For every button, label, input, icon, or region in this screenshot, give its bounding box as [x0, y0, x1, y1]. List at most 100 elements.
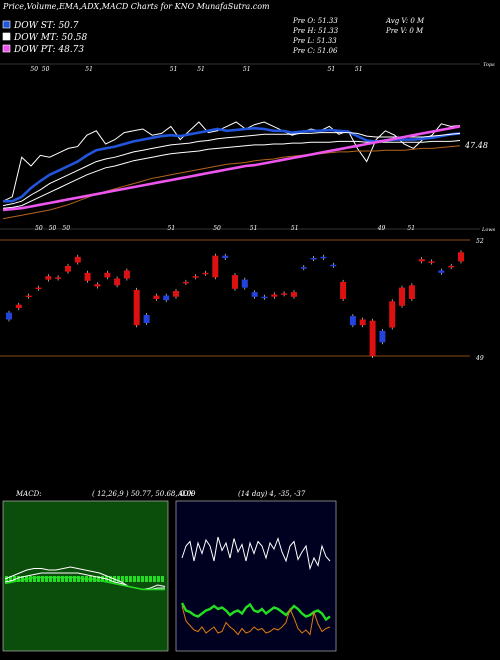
- candle-body: [133, 289, 140, 326]
- macd-histogram-bar: [101, 576, 104, 582]
- candle-body: [212, 255, 219, 278]
- macd-histogram-bar: [9, 576, 12, 582]
- dow-pt-label: DOW PT: 48.73: [13, 45, 84, 55]
- candle-body: [438, 270, 445, 273]
- candle-body: [6, 312, 12, 320]
- candle-body: [232, 275, 238, 289]
- macd-histogram-bar: [61, 576, 64, 582]
- candle-body: [320, 256, 327, 259]
- candle-body: [241, 279, 248, 288]
- candle-body: [330, 264, 337, 267]
- top-marker: 51: [197, 66, 205, 73]
- pre-high: Pre H: 51.33: [292, 27, 339, 35]
- macd-histogram-bar: [121, 576, 124, 582]
- candle-body: [192, 276, 199, 278]
- candle-body: [369, 320, 376, 356]
- macd-histogram-bar: [13, 576, 16, 582]
- macd-params: ( 12,26,9 ) 50.77, 50.68, 0.09: [92, 490, 196, 498]
- dow-st-label: DOW ST: 50.7: [13, 21, 79, 31]
- candle-body: [291, 292, 297, 297]
- candle-body: [123, 270, 130, 279]
- adx-panel-bg: [175, 500, 337, 652]
- tops-label: Tops: [483, 62, 495, 68]
- candle-body: [399, 287, 405, 306]
- adx-params: (14 day) 4, -35, -37: [238, 490, 306, 498]
- candle-body: [222, 255, 229, 258]
- candle-body: [55, 277, 62, 279]
- ema-series-line: [2, 140, 461, 209]
- macd-histogram-bar: [69, 576, 72, 582]
- top-marker: 50: [30, 66, 38, 73]
- candle-body: [340, 281, 347, 299]
- candle-body: [281, 293, 288, 295]
- dow-st-swatch: [2, 20, 11, 29]
- candle-body: [74, 256, 81, 263]
- low-marker: 51: [250, 225, 258, 232]
- axis-label-49: 49: [475, 355, 484, 362]
- ema-panel: Tops Lows 50 50 51 51 51 51 51 51 50 50 50 51 50 51 51 49…: [0, 62, 496, 233]
- candle-body: [84, 272, 91, 281]
- top-marker: 50: [42, 66, 50, 73]
- macd-histogram-bar: [41, 576, 44, 582]
- macd-histogram-bar: [5, 576, 8, 582]
- candle-body: [143, 315, 150, 323]
- low-marker: 50: [35, 225, 43, 232]
- macd-histogram-bar: [37, 576, 40, 582]
- candle-body: [104, 272, 111, 278]
- ema-right-value: 47.48: [464, 141, 488, 150]
- low-marker: 49: [377, 225, 386, 232]
- candle-body: [114, 278, 121, 286]
- candle-body: [349, 316, 356, 326]
- chart-title: Price,Volume,EMA,ADX,MACD Charts for KNO…: [2, 2, 270, 11]
- candle-body: [163, 295, 170, 301]
- macd-histogram-bar: [21, 576, 24, 582]
- axis-label-52: 52: [476, 238, 484, 245]
- macd-histogram-bar: [65, 576, 68, 582]
- candle-body: [173, 291, 179, 297]
- candle-panel: 52 49: [0, 238, 484, 362]
- macd-histogram-bar: [157, 576, 160, 582]
- macd-histogram-bar: [57, 576, 60, 582]
- macd-histogram-bar: [141, 576, 144, 582]
- low-marker: 50: [213, 225, 221, 232]
- top-marker: 51: [328, 66, 336, 73]
- macd-histogram-bar: [97, 576, 100, 582]
- adx-series-line: [180, 602, 331, 622]
- low-marker: 50: [49, 225, 57, 232]
- macd-histogram-bar: [125, 576, 128, 582]
- macd-histogram-bar: [161, 576, 164, 582]
- top-marker: 51: [85, 66, 93, 73]
- ema-series-line: [2, 121, 461, 202]
- ema-series-line: [2, 145, 461, 220]
- macd-histogram-bar: [77, 576, 80, 582]
- candle-body: [94, 284, 101, 287]
- macd-histogram-bar: [45, 576, 48, 582]
- pre-volume: Pre V: 0 M: [385, 27, 424, 35]
- pre-close: Pre C: 51.06: [292, 47, 338, 55]
- top-marker: 51: [243, 66, 251, 73]
- dow-pt-swatch: [2, 44, 11, 53]
- adx-panel: [180, 536, 331, 636]
- candle-body: [448, 265, 455, 268]
- macd-histogram-bar: [33, 576, 36, 582]
- candle-body: [45, 276, 52, 280]
- adx-label: ADX: [177, 490, 195, 498]
- adx-series-line: [181, 605, 331, 636]
- candle-body: [408, 285, 415, 299]
- adx-series-line: [181, 536, 331, 571]
- candle-body: [271, 294, 278, 297]
- avg-volume: Avg V: 0 M: [385, 17, 425, 25]
- macd-label: MACD:: [15, 490, 42, 498]
- macd-histogram-bar: [109, 576, 112, 582]
- candle-body: [300, 267, 307, 269]
- macd-histogram-bar: [145, 576, 148, 582]
- dow-mt-label: DOW MT: 50.58: [13, 33, 88, 43]
- macd-histogram-bar: [117, 576, 120, 582]
- macd-histogram-bar: [73, 576, 76, 582]
- macd-histogram-bar: [129, 576, 132, 582]
- macd-histogram-bar: [17, 576, 20, 582]
- macd-histogram-bar: [53, 576, 56, 582]
- macd-series-line: [4, 576, 165, 591]
- candle-body: [202, 272, 209, 275]
